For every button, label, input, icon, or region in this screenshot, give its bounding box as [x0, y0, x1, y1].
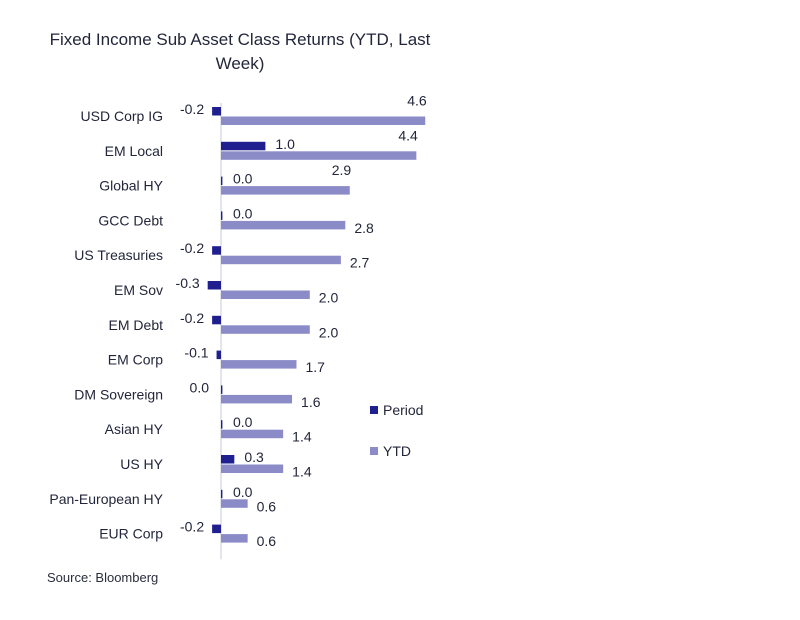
ytd-bar [221, 290, 310, 299]
ytd-bar [221, 360, 297, 369]
period-bar [221, 489, 223, 499]
legend-swatch [370, 447, 378, 455]
category-label: US Treasuries [74, 247, 163, 263]
ytd-bar [221, 499, 248, 508]
ytd-value-label: 1.4 [292, 429, 312, 445]
ytd-value-label: 2.7 [350, 255, 370, 271]
chart-title: Fixed Income Sub Asset Class Returns (YT… [49, 30, 431, 73]
ytd-value-label: 1.6 [301, 394, 321, 410]
period-bar [212, 315, 221, 325]
period-value-label: 0.0 [233, 414, 253, 430]
period-bar [221, 211, 223, 220]
ytd-value-label: 2.8 [354, 220, 374, 236]
period-value-label: 0.3 [244, 449, 264, 465]
period-bar [216, 350, 221, 360]
legend-label: YTD [383, 443, 411, 459]
ytd-bar [221, 534, 248, 543]
period-bar [212, 107, 221, 116]
ytd-bar [221, 116, 426, 125]
period-value-label: -0.2 [180, 519, 204, 535]
category-label: Global HY [99, 178, 163, 194]
period-value-label: 0.0 [233, 171, 253, 187]
period-value-label: -0.3 [176, 275, 200, 291]
legend: Period YTD [370, 402, 423, 459]
period-bar [221, 420, 223, 429]
category-label: EM Debt [109, 317, 164, 333]
ytd-value-label: 4.6 [407, 93, 427, 109]
ytd-value-label: 1.7 [305, 359, 325, 375]
period-bar [207, 281, 221, 290]
ytd-value-label: 4.4 [398, 127, 418, 143]
period-bar [212, 246, 221, 255]
period-bar [221, 385, 223, 394]
ytd-value-label: 2.0 [319, 324, 339, 340]
source-note: Source: Bloomberg [47, 570, 159, 585]
legend-label: Period [383, 402, 423, 418]
ytd-value-label: 2.9 [332, 162, 352, 178]
period-value-label: -0.2 [180, 310, 204, 326]
period-value-label: -0.2 [180, 101, 204, 117]
ytd-value-label: 0.6 [257, 498, 277, 514]
ytd-value-label: 0.6 [257, 533, 277, 549]
category-label: US HY [120, 456, 163, 472]
category-label: GCC Debt [98, 212, 163, 228]
period-value-label: -0.1 [184, 345, 208, 361]
ytd-value-label: 2.0 [319, 290, 339, 306]
category-label: EM Corp [108, 352, 163, 368]
period-value-label: 0.0 [233, 205, 253, 221]
ytd-bar [221, 186, 350, 195]
category-label: DM Sovereign [74, 386, 163, 402]
ytd-bar [221, 394, 293, 404]
period-bar [212, 524, 221, 534]
ytd-value-label: 1.4 [292, 464, 312, 480]
category-label: EM Sov [114, 282, 163, 298]
period-bar [221, 455, 235, 464]
period-value-label: 1.0 [275, 136, 295, 152]
ytd-bar [221, 151, 417, 160]
period-bar [221, 176, 223, 186]
category-label: Asian HY [105, 421, 164, 437]
category-label: EM Local [105, 143, 163, 159]
category-label: EUR Corp [99, 526, 163, 542]
ytd-bar [221, 220, 346, 230]
ytd-bar [221, 464, 284, 473]
ytd-bar [221, 429, 284, 439]
category-label: Pan-European HY [49, 491, 163, 507]
ytd-bar [221, 325, 310, 334]
ytd-bar [221, 255, 341, 265]
period-value-label: 0.0 [190, 379, 210, 395]
period-value-label: 0.0 [233, 484, 253, 500]
legend-swatch [370, 406, 378, 414]
category-label: USD Corp IG [81, 108, 163, 124]
bar-chart: USD Corp IG -0.2 4.6 EM Local 1.0 4.4 Global H… [49, 93, 427, 560]
period-value-label: -0.2 [180, 240, 204, 256]
period-bar [221, 141, 266, 151]
